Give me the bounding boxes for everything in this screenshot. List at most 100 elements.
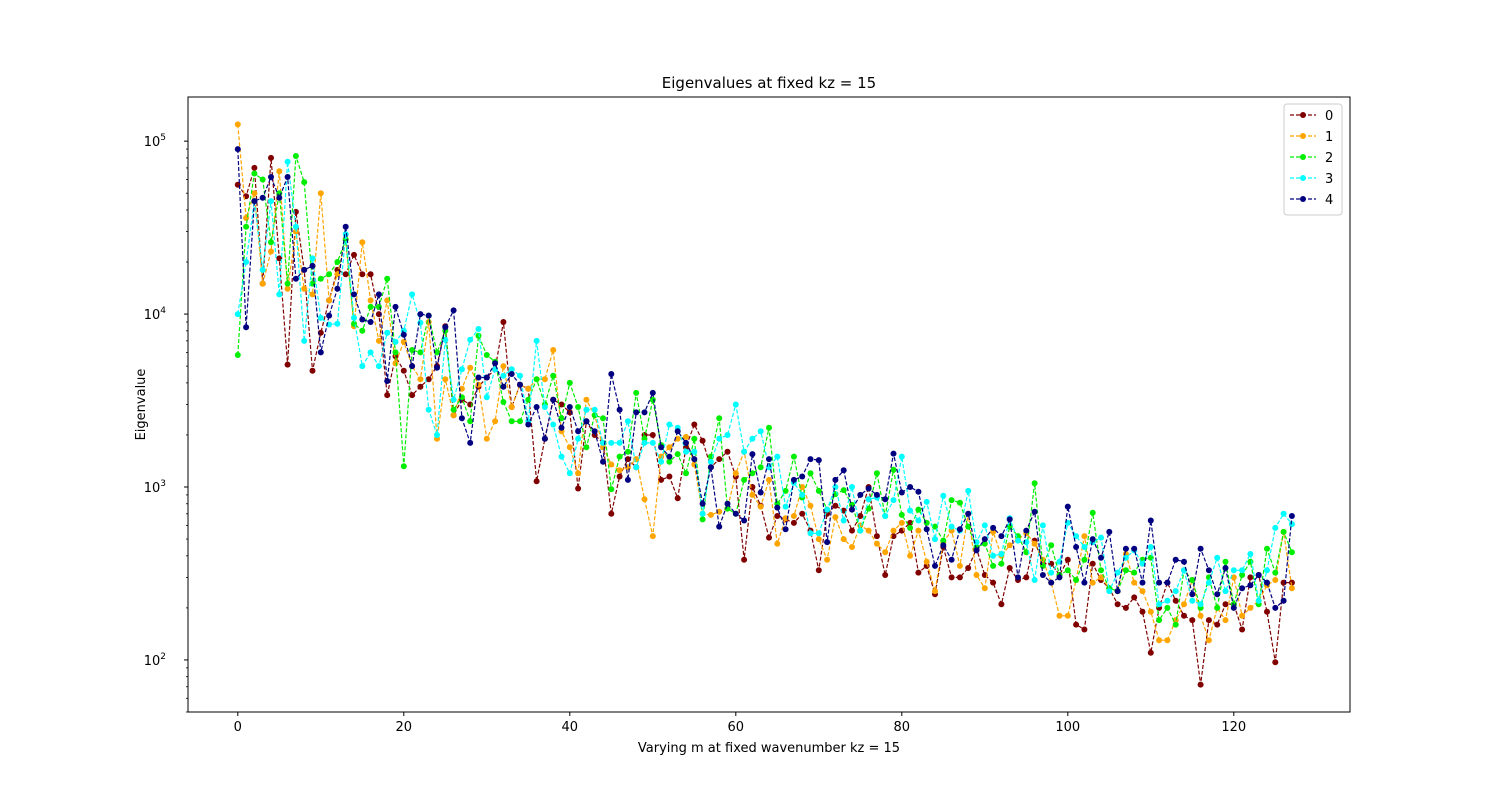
data-point xyxy=(1089,579,1096,586)
data-point xyxy=(807,470,814,477)
data-point xyxy=(907,507,914,514)
data-point xyxy=(284,285,291,292)
data-point xyxy=(774,513,781,519)
data-point xyxy=(1048,542,1055,549)
data-point xyxy=(1189,591,1196,598)
data-point xyxy=(301,337,308,344)
data-point xyxy=(525,421,532,428)
data-point xyxy=(658,444,665,451)
data-point xyxy=(591,412,598,419)
data-point xyxy=(807,456,814,463)
data-point xyxy=(716,456,723,463)
data-point xyxy=(1081,544,1088,550)
data-point xyxy=(1114,601,1121,608)
legend-label: 1 xyxy=(1325,130,1333,145)
data-point xyxy=(334,285,341,292)
data-point xyxy=(1131,594,1138,601)
data-point xyxy=(707,511,714,518)
data-point xyxy=(425,406,432,413)
legend-item: 1 xyxy=(1290,130,1333,145)
data-point xyxy=(384,275,391,282)
data-point xyxy=(990,524,997,531)
data-point xyxy=(1164,637,1171,644)
data-point xyxy=(724,448,731,455)
data-point xyxy=(1288,521,1295,528)
data-point xyxy=(699,500,706,507)
data-point xyxy=(467,336,474,343)
data-point xyxy=(965,523,972,530)
data-point xyxy=(558,453,565,460)
x-tick-label: 60 xyxy=(728,720,745,735)
data-point xyxy=(600,415,606,422)
data-point xyxy=(500,363,507,370)
data-point xyxy=(400,331,407,338)
data-point xyxy=(1098,567,1104,574)
data-point xyxy=(1064,503,1071,510)
data-point xyxy=(309,262,316,269)
data-point xyxy=(550,372,557,379)
data-point xyxy=(973,547,980,554)
data-point xyxy=(840,487,847,494)
legend-label: 2 xyxy=(1325,151,1333,166)
plot-area xyxy=(234,121,1295,688)
data-point xyxy=(766,456,772,463)
data-point xyxy=(558,424,565,431)
data-point xyxy=(799,491,806,498)
data-point xyxy=(1239,572,1246,578)
data-point xyxy=(1122,604,1129,611)
data-point xyxy=(707,464,714,471)
data-point xyxy=(1214,621,1221,628)
data-point xyxy=(276,168,283,175)
data-point xyxy=(566,444,573,451)
data-point xyxy=(359,239,366,246)
data-point xyxy=(691,448,698,455)
data-point xyxy=(425,312,432,319)
data-point xyxy=(276,194,283,201)
data-point xyxy=(749,470,756,477)
data-point xyxy=(417,376,424,383)
data-point xyxy=(251,190,258,197)
data-point xyxy=(359,363,366,370)
data-point xyxy=(1247,582,1254,589)
data-point xyxy=(873,540,880,547)
data-point xyxy=(840,536,847,543)
data-point xyxy=(591,406,598,413)
data-point xyxy=(392,338,399,345)
data-point xyxy=(292,275,299,282)
data-point xyxy=(1064,612,1071,619)
legend-item: 2 xyxy=(1290,151,1333,166)
data-point xyxy=(525,396,532,403)
data-point xyxy=(956,526,963,533)
data-point xyxy=(699,437,706,444)
data-point xyxy=(483,374,490,381)
data-point xyxy=(1098,554,1104,561)
legend: 0 1 2 3 4 xyxy=(1283,103,1343,216)
data-point xyxy=(417,349,424,356)
data-point xyxy=(591,428,598,435)
data-point xyxy=(873,491,880,498)
data-point xyxy=(1172,597,1179,604)
x-tick-label: 80 xyxy=(894,720,911,735)
data-point xyxy=(351,291,357,298)
data-point xyxy=(243,324,250,331)
data-point xyxy=(832,514,839,521)
x-tick-label: 20 xyxy=(396,720,413,735)
data-point xyxy=(849,527,855,534)
data-point xyxy=(492,418,499,425)
data-point xyxy=(683,448,689,455)
data-point xyxy=(932,562,938,569)
data-point xyxy=(317,349,324,356)
data-point xyxy=(1205,579,1212,586)
data-point xyxy=(1015,533,1021,540)
data-point xyxy=(276,291,283,298)
data-point xyxy=(907,519,914,526)
x-tick-label: 40 xyxy=(562,720,579,735)
data-point xyxy=(757,464,764,471)
data-point xyxy=(981,522,988,529)
data-point xyxy=(1089,560,1096,567)
data-point xyxy=(1006,565,1013,571)
data-point xyxy=(234,311,241,318)
data-point xyxy=(450,406,457,413)
data-point xyxy=(774,540,781,547)
